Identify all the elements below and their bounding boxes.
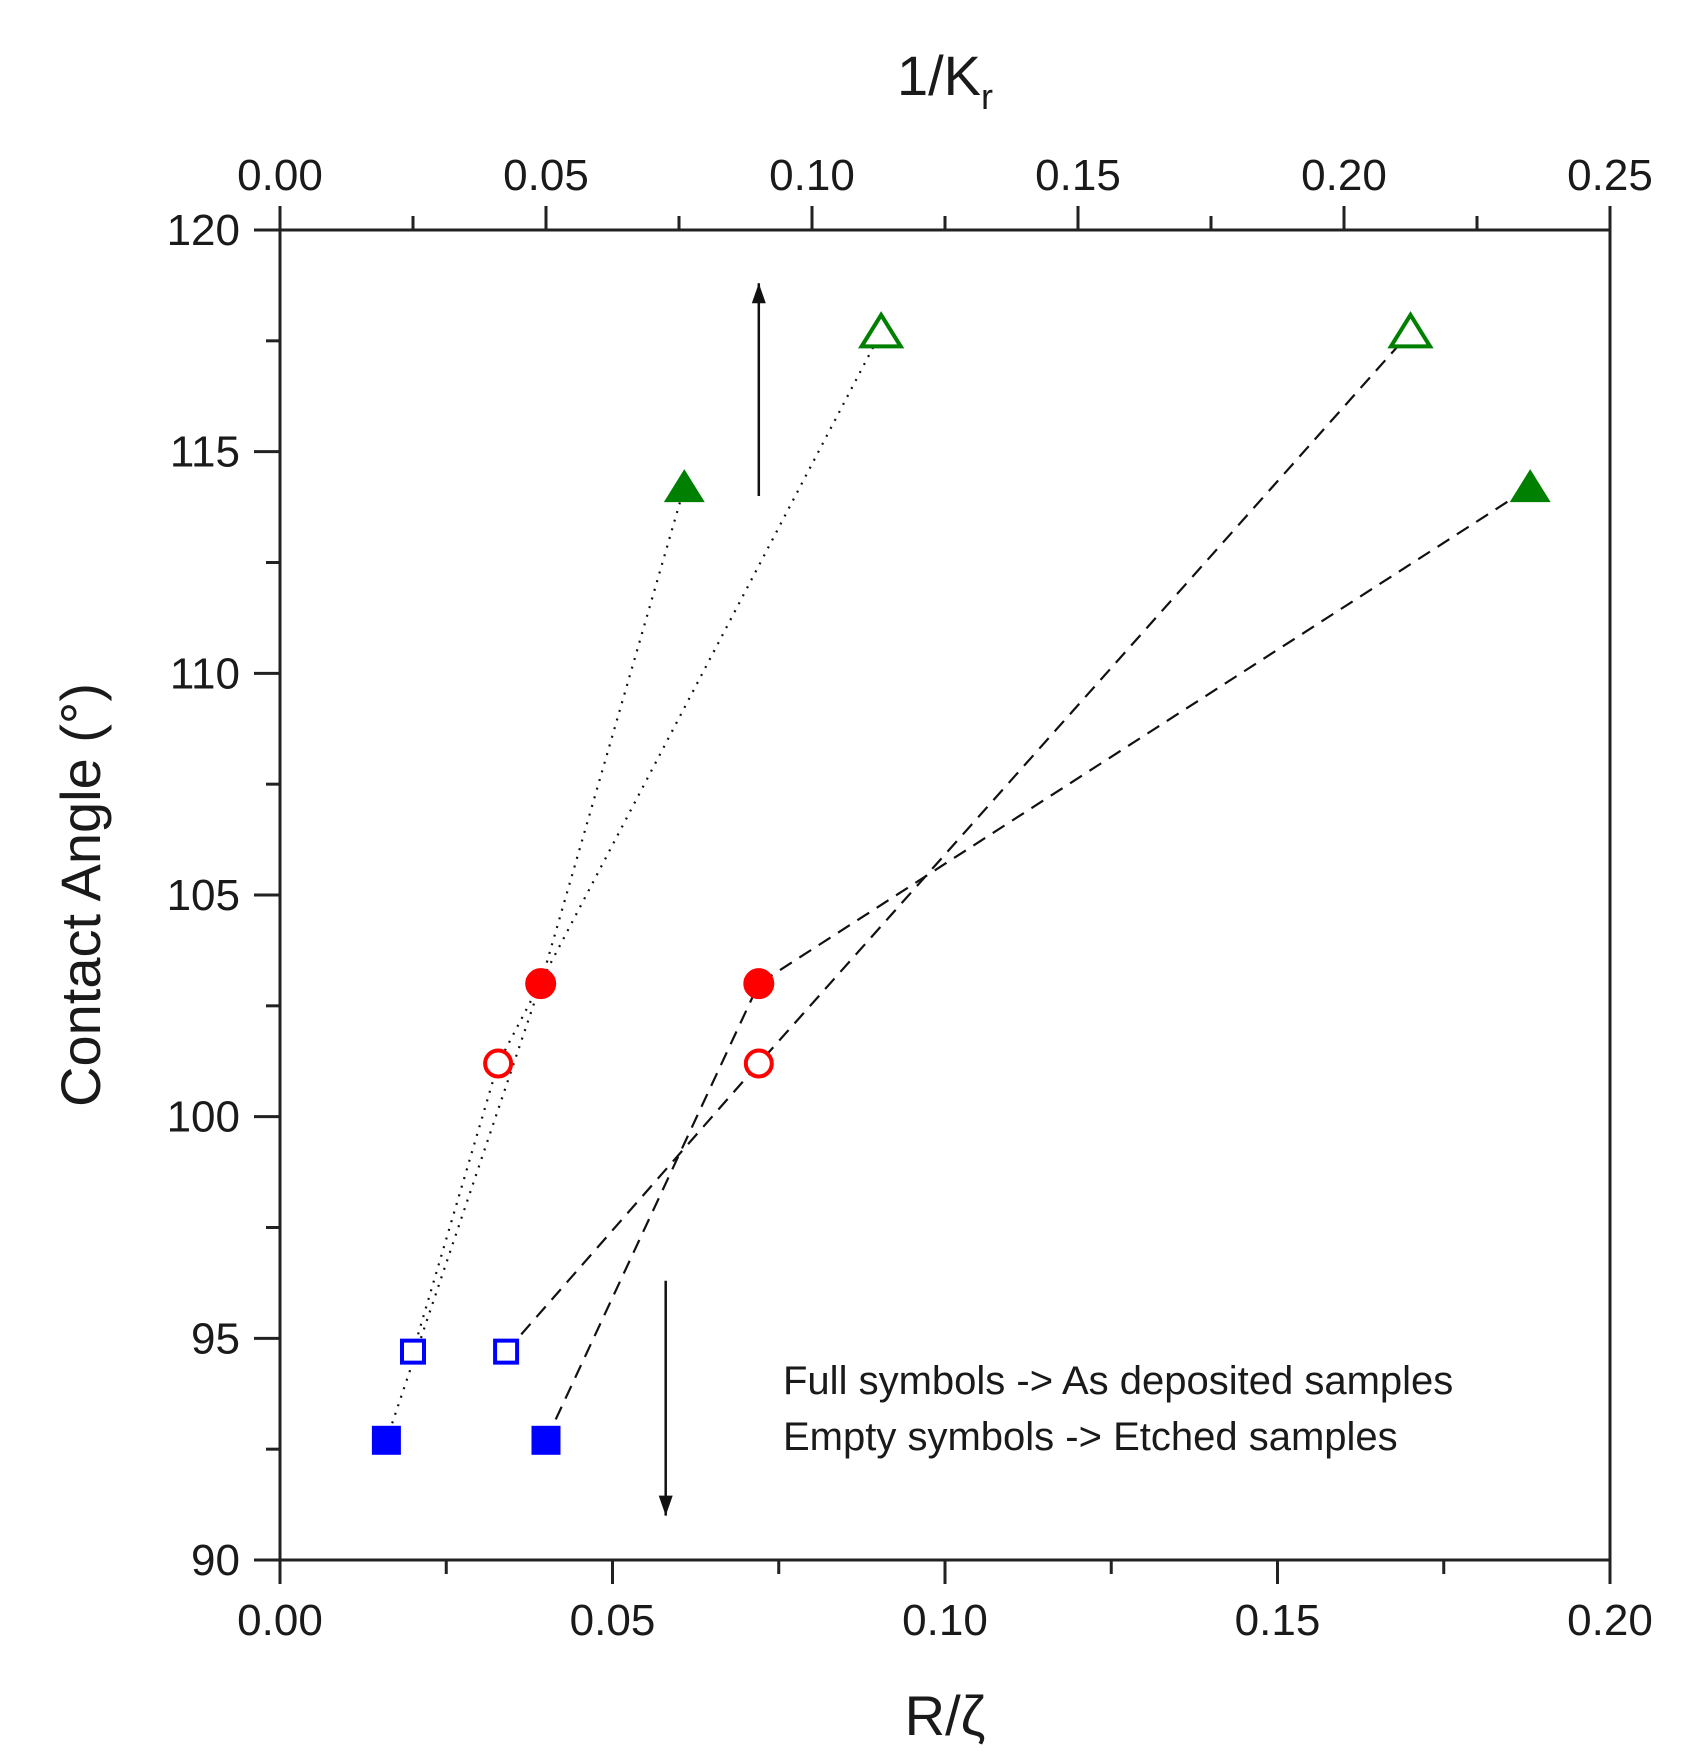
y-tick-label: 115 bbox=[170, 428, 240, 477]
empty-triangle-marker bbox=[858, 311, 905, 349]
x-tick-label: 0.20 bbox=[1567, 1596, 1653, 1645]
y-tick-label: 90 bbox=[191, 1536, 240, 1585]
series-lines bbox=[385, 331, 1531, 1441]
x2-tick-label: 0.25 bbox=[1567, 151, 1653, 200]
empty-circle-marker bbox=[743, 1048, 774, 1079]
empty-square-marker bbox=[493, 1338, 520, 1365]
y-axis-title: Contact Angle (°) bbox=[49, 683, 112, 1107]
x-axis-title: R/ζ bbox=[905, 1684, 986, 1747]
x2-tick-label: 0.10 bbox=[769, 151, 855, 200]
empty-triangle-marker bbox=[1387, 311, 1434, 349]
y-tick-label: 105 bbox=[167, 871, 240, 920]
filled-triangle-marker bbox=[1509, 469, 1551, 503]
x2-tick-label: 0.20 bbox=[1301, 151, 1387, 200]
arrow-up-top-axis-head bbox=[751, 283, 766, 304]
y-tick-label: 110 bbox=[170, 649, 240, 698]
series-markers bbox=[371, 311, 1551, 1455]
x-tick-label: 0.10 bbox=[902, 1596, 988, 1645]
x2-tick-label: 0.15 bbox=[1035, 151, 1121, 200]
annotation-empty-symbols: Empty symbols -> Etched samples bbox=[783, 1415, 1398, 1459]
x-tick-label: 0.00 bbox=[237, 1596, 323, 1645]
filled-triangle-marker bbox=[663, 469, 705, 503]
x2-axis-title-subscript: r bbox=[981, 76, 993, 117]
filled-circle-marker bbox=[743, 968, 775, 1000]
filled-circle-marker bbox=[525, 968, 557, 1000]
series-line-1 bbox=[411, 331, 883, 1352]
arrows-layer bbox=[658, 283, 766, 1516]
empty-square-marker bbox=[400, 1338, 426, 1365]
x2-axis-title-main: 1/K bbox=[897, 44, 981, 107]
y-tick-label: 120 bbox=[167, 206, 240, 255]
filled-square-marker bbox=[371, 1425, 401, 1455]
x2-axis-title: 1/Kr bbox=[897, 44, 993, 117]
x2-tick-label: 0.05 bbox=[503, 151, 589, 200]
arrow-down-bottom-axis-head bbox=[658, 1495, 673, 1516]
x2-tick-label: 0.00 bbox=[237, 151, 323, 200]
annotation-full-symbols: Full symbols -> As deposited samples bbox=[783, 1359, 1453, 1403]
filled-square-marker bbox=[531, 1425, 561, 1455]
series-line-2 bbox=[545, 486, 1531, 1441]
series-line-3 bbox=[505, 331, 1412, 1353]
ticks-layer: 90 95 100 105 110 115 120 0.00 0.05 0.10 0.15 0.20 0… bbox=[167, 151, 1653, 1645]
series-line-0 bbox=[385, 486, 686, 1441]
x-tick-label: 0.15 bbox=[1235, 1596, 1321, 1645]
x-tick-label: 0.05 bbox=[570, 1596, 656, 1645]
empty-circle-marker bbox=[483, 1048, 514, 1079]
y-tick-label: 100 bbox=[167, 1093, 240, 1142]
y-tick-label: 95 bbox=[191, 1314, 240, 1363]
